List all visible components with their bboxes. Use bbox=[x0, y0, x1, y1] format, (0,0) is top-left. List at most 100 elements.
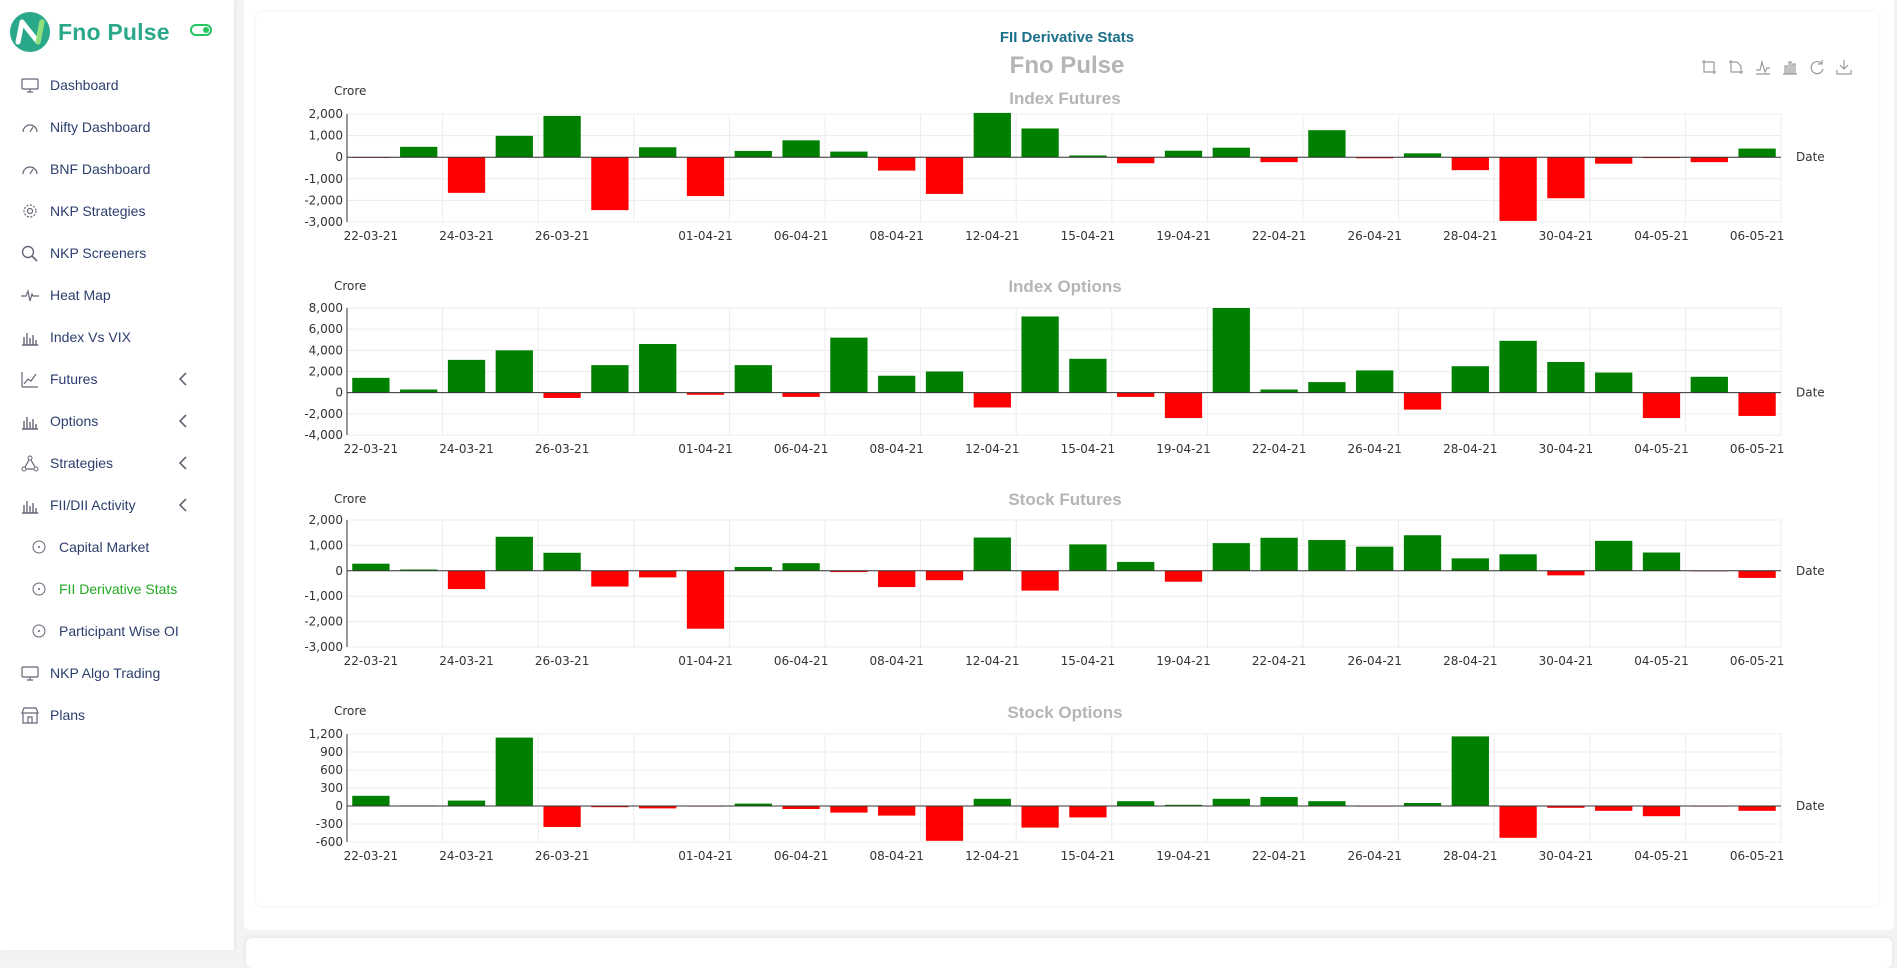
sidebar-item-nkp-algo-trading[interactable]: NKP Algo Trading bbox=[0, 652, 234, 694]
bar-12-04-21[interactable] bbox=[973, 537, 1011, 571]
bar-04-05-21[interactable] bbox=[1642, 552, 1681, 571]
bar-04-05-21[interactable] bbox=[1642, 392, 1681, 419]
bar-30-04-21[interactable] bbox=[1547, 806, 1585, 808]
bar-12-04-21[interactable] bbox=[973, 112, 1011, 158]
bar-22-03-21[interactable] bbox=[352, 563, 390, 571]
sidebar-item-nkp-screeners[interactable]: NKP Screeners bbox=[0, 232, 234, 274]
bar-07-04-21[interactable] bbox=[830, 337, 868, 393]
bar-26-03-21[interactable] bbox=[543, 806, 581, 827]
sidebar-item-nifty-dashboard[interactable]: Nifty Dashboard bbox=[0, 106, 234, 148]
bar-30-03-21[interactable] bbox=[591, 365, 629, 393]
bar-19-04-21[interactable] bbox=[1164, 392, 1203, 419]
zoom-icon[interactable] bbox=[1700, 58, 1718, 76]
bar-26-03-21[interactable] bbox=[543, 115, 581, 158]
bar-15-04-21[interactable] bbox=[1069, 544, 1107, 571]
bar-05-04-21[interactable] bbox=[734, 150, 772, 158]
bar-09-04-21[interactable] bbox=[925, 570, 964, 581]
sidebar-item-bnf-dashboard[interactable]: BNF Dashboard bbox=[0, 148, 234, 190]
bar-12-04-21[interactable] bbox=[973, 798, 1011, 806]
bar-27-04-21[interactable] bbox=[1403, 535, 1442, 571]
bar-01-04-21[interactable] bbox=[686, 157, 725, 197]
bar-22-03-21[interactable] bbox=[352, 795, 390, 806]
bar-22-04-21[interactable] bbox=[1260, 797, 1298, 806]
bar-16-04-21[interactable] bbox=[1117, 392, 1155, 397]
bar-06-04-21[interactable] bbox=[782, 563, 820, 571]
bar-30-04-21[interactable] bbox=[1547, 570, 1585, 576]
bar-16-04-21[interactable] bbox=[1117, 801, 1155, 806]
bar-24-03-21[interactable] bbox=[447, 570, 486, 590]
sidebar-item-index-vs-vix[interactable]: Index Vs VIX bbox=[0, 316, 234, 358]
bar-23-04-21[interactable] bbox=[1308, 540, 1346, 571]
bar-20-04-21[interactable] bbox=[1212, 308, 1250, 393]
bar-25-03-21[interactable] bbox=[495, 737, 533, 806]
bar-22-04-21[interactable] bbox=[1260, 157, 1298, 163]
bar-19-04-21[interactable] bbox=[1164, 804, 1203, 806]
bar-27-04-21[interactable] bbox=[1403, 392, 1442, 410]
bar-05-05-21[interactable] bbox=[1690, 157, 1728, 163]
bar-23-03-21[interactable] bbox=[400, 146, 438, 158]
bar-22-04-21[interactable] bbox=[1260, 537, 1298, 571]
sidebar-item-nkp-strategies[interactable]: NKP Strategies bbox=[0, 190, 234, 232]
bar-07-04-21[interactable] bbox=[830, 570, 868, 573]
bar-01-04-21[interactable] bbox=[686, 570, 725, 629]
bar-26-04-21[interactable] bbox=[1356, 370, 1394, 393]
bar-23-03-21[interactable] bbox=[400, 569, 438, 571]
bar-13-04-21[interactable] bbox=[1021, 806, 1059, 828]
bar-29-04-21[interactable] bbox=[1499, 554, 1537, 571]
bar-26-03-21[interactable] bbox=[543, 392, 581, 398]
bar-25-03-21[interactable] bbox=[495, 135, 533, 158]
bar-16-04-21[interactable] bbox=[1117, 157, 1155, 164]
bar-28-04-21[interactable] bbox=[1451, 558, 1489, 571]
sidebar-item-options[interactable]: Options bbox=[0, 400, 234, 442]
bar-29-04-21[interactable] bbox=[1499, 157, 1537, 221]
bar-15-04-21[interactable] bbox=[1069, 155, 1107, 158]
sidebar-item-participant-wise-oi[interactable]: Participant Wise OI bbox=[0, 610, 234, 652]
bar-19-04-21[interactable] bbox=[1164, 570, 1203, 582]
sidebar-item-heat-map[interactable]: Heat Map bbox=[0, 274, 234, 316]
bar-chart-icon[interactable] bbox=[1781, 58, 1799, 76]
bar-30-04-21[interactable] bbox=[1547, 361, 1585, 393]
bar-26-04-21[interactable] bbox=[1356, 546, 1394, 571]
bar-31-03-21[interactable] bbox=[639, 570, 677, 578]
bar-08-04-21[interactable] bbox=[878, 375, 916, 393]
bar-05-04-21[interactable] bbox=[734, 566, 772, 571]
bar-29-04-21[interactable] bbox=[1499, 340, 1537, 393]
bar-28-04-21[interactable] bbox=[1451, 736, 1489, 806]
sidebar-item-capital-market[interactable]: Capital Market bbox=[0, 526, 234, 568]
bar-22-03-21[interactable] bbox=[352, 377, 390, 393]
bar-06-05-21[interactable] bbox=[1738, 570, 1776, 578]
sidebar-item-dashboard[interactable]: Dashboard bbox=[0, 64, 234, 106]
bar-19-04-21[interactable] bbox=[1164, 150, 1203, 158]
sidebar-item-futures[interactable]: Futures bbox=[0, 358, 234, 400]
refresh-icon[interactable] bbox=[1808, 58, 1826, 76]
bar-25-03-21[interactable] bbox=[495, 536, 533, 571]
bar-15-04-21[interactable] bbox=[1069, 806, 1107, 818]
bar-08-04-21[interactable] bbox=[878, 157, 916, 171]
bar-31-03-21[interactable] bbox=[639, 806, 677, 809]
bar-24-03-21[interactable] bbox=[447, 800, 486, 806]
bar-07-04-21[interactable] bbox=[830, 151, 868, 158]
bar-24-03-21[interactable] bbox=[447, 157, 486, 193]
bar-26-04-21[interactable] bbox=[1356, 157, 1394, 159]
bar-22-04-21[interactable] bbox=[1260, 389, 1298, 393]
bar-30-03-21[interactable] bbox=[591, 157, 629, 211]
bar-26-03-21[interactable] bbox=[543, 552, 581, 571]
bar-28-04-21[interactable] bbox=[1451, 366, 1489, 393]
line-chart-icon[interactable] bbox=[1754, 58, 1772, 76]
bar-05-04-21[interactable] bbox=[734, 803, 772, 806]
bar-24-03-21[interactable] bbox=[447, 359, 486, 393]
sidebar-item-fii-derivative-stats[interactable]: FII Derivative Stats bbox=[0, 568, 234, 610]
bar-06-04-21[interactable] bbox=[782, 806, 820, 809]
bar-06-05-21[interactable] bbox=[1738, 148, 1776, 158]
bar-27-04-21[interactable] bbox=[1403, 803, 1442, 806]
bar-03-05-21[interactable] bbox=[1595, 540, 1633, 571]
bar-30-03-21[interactable] bbox=[591, 806, 629, 808]
bar-06-04-21[interactable] bbox=[782, 140, 820, 158]
bar-23-04-21[interactable] bbox=[1308, 382, 1346, 393]
bar-08-04-21[interactable] bbox=[878, 570, 916, 588]
bar-01-04-21[interactable] bbox=[686, 392, 725, 395]
bar-25-03-21[interactable] bbox=[495, 350, 533, 393]
bar-27-04-21[interactable] bbox=[1403, 153, 1442, 158]
zoom-reset-icon[interactable] bbox=[1727, 58, 1745, 76]
bar-03-05-21[interactable] bbox=[1595, 372, 1633, 393]
